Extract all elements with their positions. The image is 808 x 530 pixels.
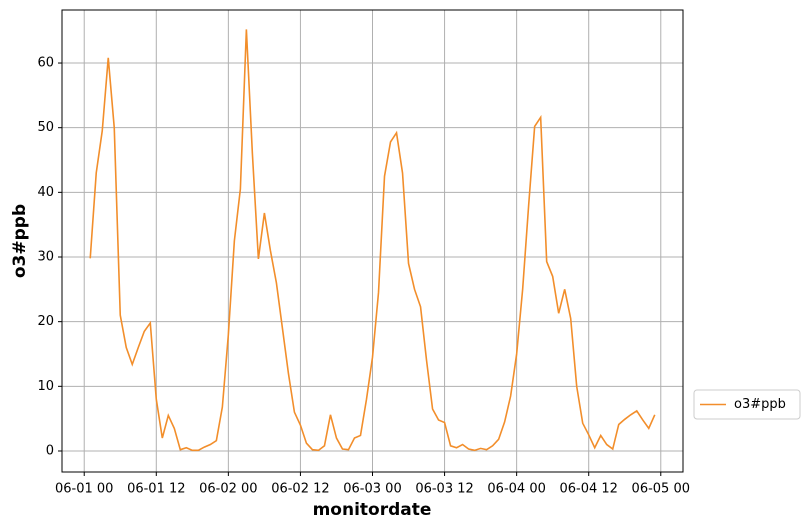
legend-label: o3#ppb	[734, 397, 786, 412]
y-tick-label: 0	[46, 443, 54, 458]
x-tick-label: 06-01 00	[55, 482, 113, 497]
x-tick-label: 06-02 12	[271, 482, 329, 497]
x-tick-label: 06-05 00	[632, 482, 690, 497]
legend-box	[693, 389, 801, 420]
y-tick-label: 20	[37, 314, 54, 329]
x-tick-label: 06-02 00	[199, 482, 257, 497]
plot-frame	[61, 9, 684, 473]
y-axis-label: o3#ppb	[10, 204, 30, 278]
x-tick-label: 06-03 12	[415, 482, 473, 497]
x-axis-label: monitordate	[313, 500, 432, 520]
line-series	[89, 29, 656, 452]
y-tick-label: 60	[37, 56, 54, 71]
x-tick-label: 06-04 00	[487, 482, 545, 497]
y-tick-label: 30	[37, 250, 54, 265]
x-tick-label: 06-04 12	[559, 482, 617, 497]
y-tick-label: 10	[37, 379, 54, 394]
y-tick-label: 50	[37, 120, 54, 135]
x-tick-label: 06-01 12	[127, 482, 185, 497]
y-tick-label: 40	[37, 185, 54, 200]
x-tick-label: 06-03 00	[343, 482, 401, 497]
